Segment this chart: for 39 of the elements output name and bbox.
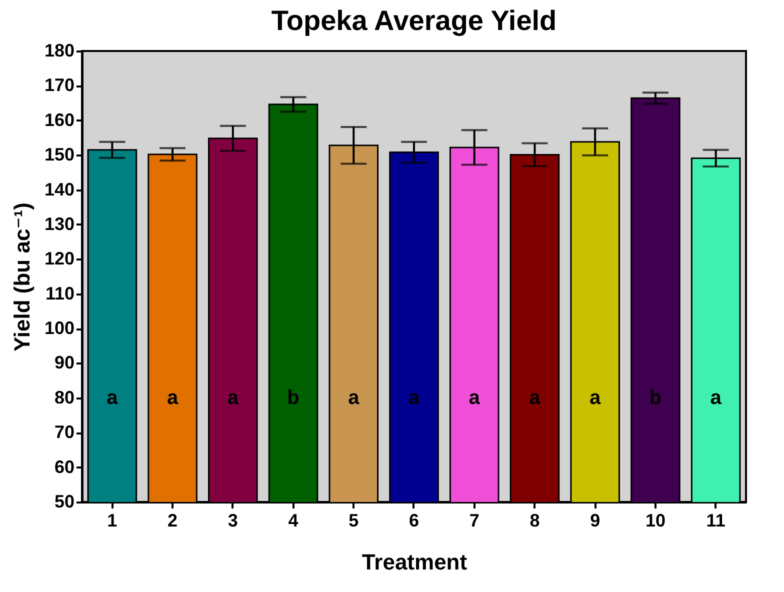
- y-tick-label: 60: [54, 456, 74, 477]
- x-tick-label: 11: [706, 510, 726, 530]
- x-tick-label: 5: [348, 510, 359, 530]
- y-tick-label: 80: [54, 387, 74, 408]
- annotation: a: [166, 387, 179, 409]
- x-tick-label: 9: [590, 510, 600, 530]
- y-tick-label: 130: [44, 214, 74, 234]
- y-tick-label: 70: [54, 422, 74, 442]
- x-axis-title: Treatment: [362, 550, 468, 574]
- x-tick-label: 1: [107, 510, 118, 530]
- y-axis-title: Yield (bu ac⁻¹): [9, 202, 34, 352]
- y-tick-label: 110: [45, 283, 74, 304]
- annotation: a: [408, 387, 420, 409]
- y-tick-label: 180: [44, 40, 74, 60]
- y-tick-label: 100: [44, 318, 74, 338]
- chart-title: Topeka Average Yield: [271, 5, 557, 36]
- y-tick-label: 120: [44, 248, 74, 269]
- annotation: b: [287, 387, 300, 409]
- annotation: a: [529, 387, 542, 409]
- y-tick-label: 150: [44, 144, 74, 165]
- annotation: a: [227, 387, 240, 409]
- x-tick-label: 6: [408, 510, 420, 530]
- annotation: a: [348, 387, 360, 409]
- x-tick-label: 7: [469, 510, 480, 530]
- x-tick-label: 3: [228, 510, 238, 530]
- y-tick-label: 140: [44, 179, 74, 200]
- x-tick-label: 8: [530, 510, 540, 530]
- annotation: a: [106, 387, 119, 409]
- x-tick-label: 4: [288, 510, 298, 530]
- y-tick-label: 170: [44, 75, 74, 96]
- y-tick-label: 160: [44, 110, 74, 130]
- x-tick-label: 2: [168, 510, 178, 530]
- annotation: a: [590, 387, 602, 409]
- x-tick-label: 10: [645, 510, 666, 530]
- annotation: b: [649, 387, 662, 409]
- y-tick-label: 90: [54, 352, 74, 373]
- annotation: a: [710, 387, 722, 409]
- annotation: a: [468, 387, 481, 409]
- y-tick-label: 50: [54, 492, 74, 512]
